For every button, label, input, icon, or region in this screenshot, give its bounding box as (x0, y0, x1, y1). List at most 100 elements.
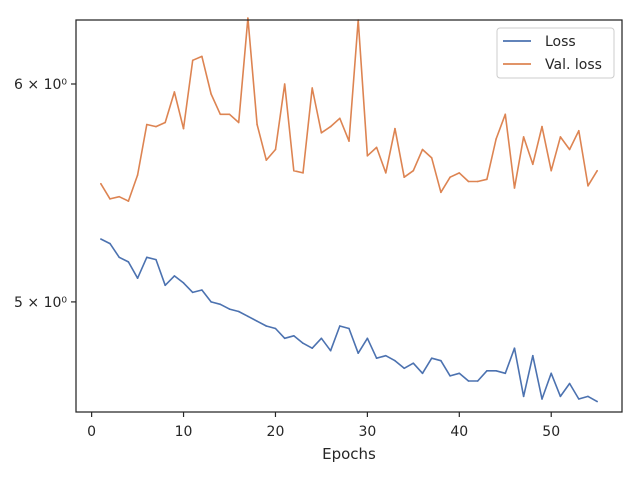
data-point (256, 320, 258, 322)
data-point (145, 256, 148, 259)
data-point (283, 83, 286, 85)
series-lines (100, 17, 598, 403)
data-point (265, 325, 268, 327)
data-point (247, 315, 249, 318)
data-point (384, 354, 387, 357)
data-point (219, 303, 222, 306)
data-point (164, 121, 166, 124)
data-point (504, 372, 507, 375)
data-point (430, 157, 433, 159)
legend: Loss Val. loss (496, 27, 615, 79)
data-point (311, 347, 314, 350)
data-point (127, 261, 130, 263)
y-tick-label: 5 × 10⁰ (14, 295, 67, 311)
data-point (522, 136, 525, 138)
data-point (403, 367, 405, 370)
data-point (247, 17, 249, 19)
data-point (155, 258, 157, 261)
legend-label: Val. loss (545, 57, 602, 73)
data-point (155, 125, 157, 128)
data-point (164, 284, 166, 287)
data-point (577, 398, 580, 400)
data-point (486, 369, 488, 372)
data-point (320, 337, 323, 340)
data-point (375, 146, 378, 149)
data-point (421, 148, 424, 151)
data-point (256, 123, 258, 126)
data-point (550, 169, 553, 172)
data-point (265, 159, 268, 161)
data-point (467, 180, 470, 183)
data-point (348, 327, 350, 330)
data-point (191, 291, 194, 294)
data-point (182, 282, 185, 284)
data-point (458, 172, 461, 174)
data-point (532, 354, 534, 357)
data-point (513, 187, 516, 189)
data-point (486, 178, 488, 181)
data-point (283, 337, 286, 340)
data-point (228, 113, 231, 116)
data-point (550, 372, 553, 375)
data-point (201, 289, 203, 291)
legend-label: Loss (545, 34, 576, 50)
data-point (568, 382, 571, 385)
data-point (559, 395, 562, 398)
data-point (201, 55, 203, 58)
data-point (495, 369, 497, 372)
data-point (210, 301, 212, 303)
data-point (228, 308, 231, 310)
data-point (467, 380, 470, 382)
data-point (173, 275, 176, 277)
data-point (596, 400, 598, 403)
data-point (587, 185, 589, 187)
data-point (577, 129, 580, 132)
data-point (440, 191, 442, 194)
data-point (522, 395, 525, 398)
data-point (357, 352, 359, 354)
data-point (237, 121, 240, 124)
data-point (339, 325, 341, 327)
data-point (191, 59, 194, 62)
x-axis-ticks: 0 10 20 30 40 50 (87, 412, 560, 440)
data-point (311, 87, 314, 89)
x-tick-label: 30 (358, 424, 376, 440)
data-point (559, 136, 562, 138)
data-point (440, 359, 442, 362)
data-point (329, 349, 332, 352)
data-point (293, 335, 295, 337)
data-point (274, 327, 277, 330)
plot-frame (75, 19, 623, 413)
data-point (476, 380, 479, 382)
data-point (541, 398, 543, 400)
data-point (118, 256, 121, 259)
x-tick-label: 50 (542, 424, 560, 440)
data-point (532, 163, 534, 166)
data-point (210, 93, 212, 95)
data-point (366, 337, 369, 340)
data-point (375, 357, 378, 359)
x-tick-label: 40 (450, 424, 468, 440)
data-point (109, 242, 111, 245)
data-point (118, 195, 121, 198)
data-point (145, 123, 148, 126)
data-point (173, 91, 176, 93)
x-tick-label: 10 (175, 424, 193, 440)
data-point (430, 357, 433, 359)
data-point (384, 172, 387, 174)
data-point (394, 359, 396, 362)
data-point (412, 169, 415, 172)
data-point (476, 180, 479, 183)
data-point (348, 140, 350, 142)
data-point (504, 113, 507, 116)
data-point (568, 148, 571, 151)
data-point (293, 169, 295, 172)
data-point (109, 198, 111, 200)
series-line (100, 238, 598, 403)
data-point (329, 125, 332, 128)
data-point (302, 342, 304, 345)
data-point (100, 182, 102, 185)
data-point (449, 375, 451, 377)
data-point (587, 395, 589, 398)
